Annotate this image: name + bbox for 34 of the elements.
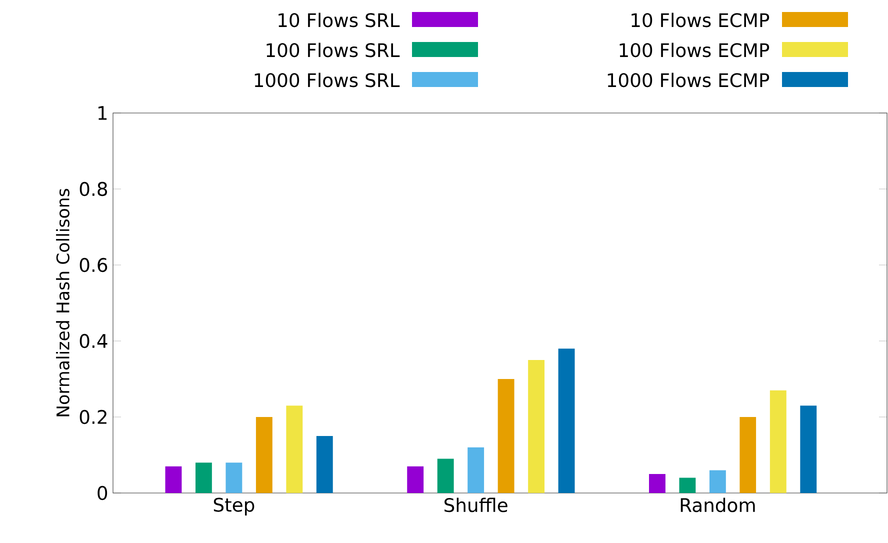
- bar: [709, 470, 726, 493]
- y-tick-label: 0.6: [80, 258, 108, 272]
- bar: [649, 474, 666, 493]
- bar: [256, 417, 272, 493]
- y-tick-label: 0: [98, 486, 108, 500]
- bar: [498, 379, 514, 493]
- y-axis-title: Normalized Hash Collisons: [56, 188, 70, 416]
- bar: [316, 436, 333, 493]
- x-tick-label: Shuffle: [444, 498, 508, 512]
- x-tick-label: Step: [214, 498, 254, 516]
- bar: [468, 447, 484, 493]
- legend-label: 1000 Flows ECMP: [608, 72, 770, 88]
- bar: [528, 360, 545, 493]
- bar: [165, 466, 182, 493]
- bar: [558, 348, 575, 493]
- y-tick-label: 1: [98, 106, 107, 120]
- bar: [770, 390, 786, 493]
- legend-label: 100 Flows SRL: [266, 42, 400, 58]
- bar: [226, 462, 242, 493]
- bar: [407, 466, 424, 493]
- x-tick-label: Random: [680, 498, 755, 512]
- legend-label: 10 Flows SRL: [278, 12, 400, 28]
- bar: [740, 417, 756, 493]
- bar: [679, 478, 696, 493]
- legend-label: 1000 Flows SRL: [254, 72, 400, 88]
- y-tick-label: 0.4: [80, 334, 108, 348]
- bar: [195, 462, 212, 493]
- bar: [800, 406, 817, 493]
- bar: [437, 458, 454, 493]
- legend-label: 100 Flows ECMP: [620, 42, 770, 58]
- bar: [286, 406, 303, 493]
- y-tick-label: 0.8: [80, 182, 108, 196]
- y-tick-label: 0.2: [80, 410, 106, 424]
- legend-label: 10 Flows ECMP: [632, 12, 770, 28]
